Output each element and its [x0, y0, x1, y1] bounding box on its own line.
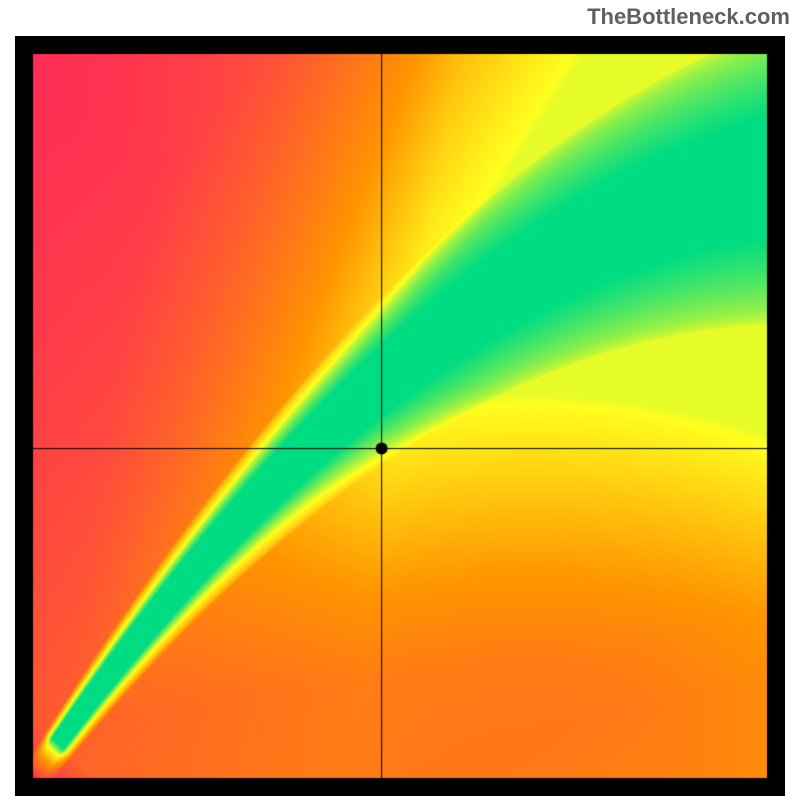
attribution-text: TheBottleneck.com: [0, 0, 800, 36]
bottleneck-heatmap: [15, 36, 785, 796]
chart-area: [0, 36, 800, 800]
